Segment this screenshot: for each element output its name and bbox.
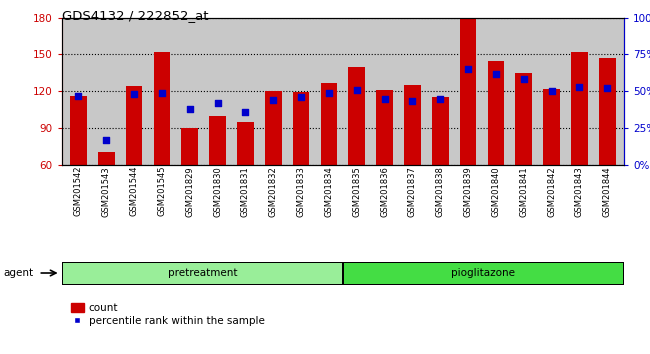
Point bbox=[240, 109, 251, 115]
Bar bbox=[181, 128, 198, 165]
Point bbox=[324, 90, 334, 96]
Point bbox=[408, 99, 418, 104]
Point bbox=[463, 66, 473, 72]
Bar bbox=[344, 263, 623, 284]
Point bbox=[296, 94, 306, 100]
Point bbox=[380, 96, 390, 101]
Bar bbox=[70, 96, 87, 165]
Bar bbox=[348, 67, 365, 165]
Point bbox=[101, 137, 112, 142]
Bar bbox=[98, 152, 114, 165]
Point bbox=[519, 76, 529, 82]
Point bbox=[73, 93, 84, 98]
Text: pioglitazone: pioglitazone bbox=[452, 268, 515, 278]
Bar bbox=[515, 73, 532, 165]
Bar bbox=[292, 92, 309, 165]
Bar bbox=[265, 91, 281, 165]
Bar bbox=[432, 97, 448, 165]
Bar bbox=[237, 122, 254, 165]
Bar bbox=[404, 85, 421, 165]
Point bbox=[547, 88, 557, 94]
Bar bbox=[543, 89, 560, 165]
Bar bbox=[320, 82, 337, 165]
Bar bbox=[376, 90, 393, 165]
Bar bbox=[125, 86, 142, 165]
Point bbox=[352, 87, 362, 92]
Point bbox=[185, 106, 195, 112]
Point bbox=[157, 90, 167, 96]
Text: GDS4132 / 222852_at: GDS4132 / 222852_at bbox=[62, 9, 208, 22]
Point bbox=[602, 85, 612, 91]
Point bbox=[129, 91, 139, 97]
Point bbox=[435, 96, 445, 101]
Bar bbox=[571, 52, 588, 165]
Point bbox=[213, 100, 223, 106]
Bar bbox=[209, 116, 226, 165]
Point bbox=[268, 97, 278, 103]
Bar bbox=[62, 263, 342, 284]
Text: pretreatment: pretreatment bbox=[168, 268, 237, 278]
Point bbox=[491, 71, 501, 76]
Bar bbox=[599, 58, 616, 165]
Legend: count, percentile rank within the sample: count, percentile rank within the sample bbox=[67, 299, 269, 331]
Text: agent: agent bbox=[3, 268, 33, 278]
Bar bbox=[460, 18, 476, 165]
Point bbox=[574, 84, 584, 90]
Bar bbox=[488, 61, 504, 165]
Bar bbox=[153, 52, 170, 165]
